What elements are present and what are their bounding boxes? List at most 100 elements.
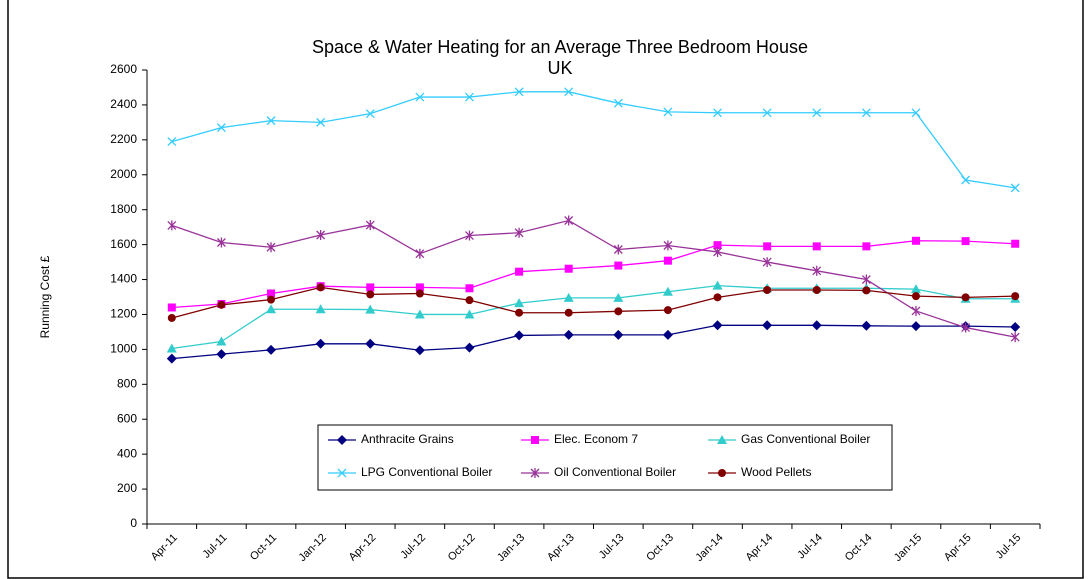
legend-marker-shape [531,436,539,444]
y-tick-label: 800 [117,376,137,390]
y-tick-label: 1200 [110,307,137,321]
data-point-shape [365,338,376,349]
data-point [414,309,425,319]
data-point [216,237,226,248]
data-point-shape [613,329,624,340]
data-point [564,87,574,97]
legend-label: Oil Conventional Boiler [554,465,676,479]
data-point-shape [563,329,574,340]
data-point-shape [266,344,277,355]
data-point-shape [216,336,227,346]
data-point [514,298,525,308]
data-point-shape [415,289,424,298]
data-point-shape [662,286,673,296]
data-point-shape [713,246,722,257]
data-point-shape [564,308,573,317]
data-point-shape [812,242,821,251]
data-point [613,98,623,108]
legend: Anthracite Grains Elec. Econom 7 Gas Conve… [317,424,893,491]
data-point [713,246,722,257]
data-point [365,220,375,231]
data-point-shape [514,87,524,97]
data-point-shape [365,220,375,231]
data-point-shape [167,313,176,322]
data-point [662,286,673,296]
data-point-shape [861,274,871,285]
data-point [713,108,722,118]
data-point [613,329,624,340]
legend-marker [337,468,347,478]
data-point-shape [316,230,326,241]
data-point-shape [961,293,970,302]
legend-label: Elec. Econom 7 [554,432,638,446]
data-point [1010,183,1020,193]
legend-marker-shape [337,435,347,445]
data-point-shape [514,298,525,308]
data-point-shape [167,303,176,312]
y-tick-label: 1000 [110,342,137,356]
data-point-shape [911,292,920,301]
legend-marker-shape [337,468,347,478]
data-point-shape [613,292,624,302]
data-point-shape [465,92,474,102]
data-point [961,293,970,302]
data-point-shape [662,329,673,340]
legend-label: Gas Conventional Boiler [741,432,870,446]
legend-box [317,424,893,491]
data-point [315,304,326,314]
data-point-shape [613,98,623,108]
chart-title: Space & Water Heating for an Average Thr… [312,37,808,57]
data-point-shape [762,108,772,118]
data-point [812,286,821,295]
data-point-shape [564,215,574,226]
data-point [267,295,276,304]
y-tick-label: 1800 [110,202,137,216]
data-point [812,108,822,118]
data-point [515,267,524,276]
data-point [564,264,573,273]
y-tick-label: 1600 [110,237,137,251]
data-point [366,290,375,299]
data-point [266,344,277,355]
data-point [415,248,425,259]
data-point-shape [1010,332,1020,343]
data-point [316,283,325,292]
data-point-shape [713,293,722,302]
data-point-shape [812,265,822,276]
data-point-shape [267,289,276,298]
data-point [415,92,425,102]
data-point [763,286,772,295]
data-point-shape [663,256,672,265]
data-point-shape [465,296,474,305]
y-tick-label: 2400 [110,97,137,111]
data-point [366,283,375,292]
data-point [465,296,474,305]
data-point-shape [266,242,276,253]
data-point-shape [167,137,177,147]
data-point [1010,322,1021,333]
data-point [712,320,723,331]
data-point-shape [267,295,276,304]
y-tick-label: 2000 [110,167,137,181]
data-point [910,284,921,294]
data-point-shape [911,236,920,245]
data-point [762,108,772,118]
legend-label: Wood Pellets [741,465,811,479]
data-point-shape [1010,183,1020,193]
data-point [216,336,227,346]
data-point-shape [464,342,475,353]
data-point [961,175,971,185]
data-point [514,87,524,97]
data-point [365,304,376,314]
data-point [266,116,276,126]
y-axis-label: Running Cost £ [38,255,52,338]
data-point [911,108,921,118]
data-point-shape [762,257,772,268]
data-point [465,230,474,241]
data-point [464,309,475,319]
data-point-shape [911,305,921,316]
series-line [171,91,1016,189]
data-point-shape [812,286,821,295]
